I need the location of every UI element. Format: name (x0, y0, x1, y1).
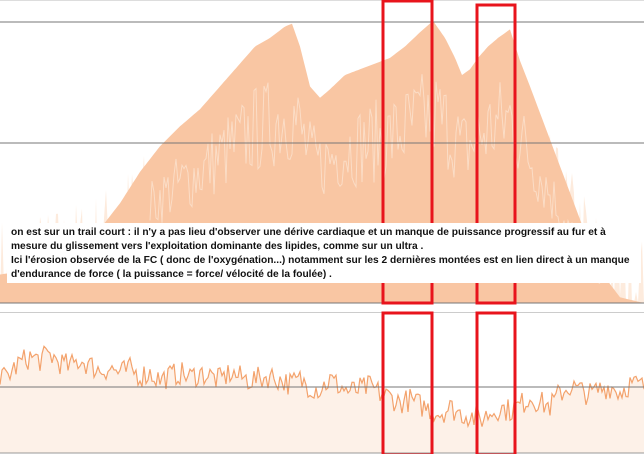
heart-rate-fill (0, 346, 644, 453)
highlight-box-climb-1-top (381, 0, 434, 305)
highlight-boxes (381, 0, 517, 454)
heart-rate-line (0, 345, 644, 429)
annotation-text-box: on est sur un trail court : il n'y a pas… (7, 223, 641, 283)
highlight-box-climb-1-bottom (381, 311, 434, 454)
annotation-line-2: mesure du glissement vers l'exploitation… (11, 241, 424, 252)
annotation-line-3: Ici l'érosion observée de la FC ( donc d… (11, 255, 630, 266)
panel-separator (0, 304, 644, 312)
power-trace-line (149, 74, 601, 285)
annotation-line-1: on est sur un trail court : il n'y a pas… (11, 227, 606, 238)
highlight-box-climb-2-bottom (475, 311, 517, 454)
annotation-line-4: d'endurance de force ( la puissance = fo… (11, 269, 332, 280)
highlight-box-climb-2-top (475, 3, 517, 305)
heart-rate-panel (0, 345, 644, 453)
heart-rate-grid (0, 386, 644, 454)
profile-grid (0, 21, 644, 304)
